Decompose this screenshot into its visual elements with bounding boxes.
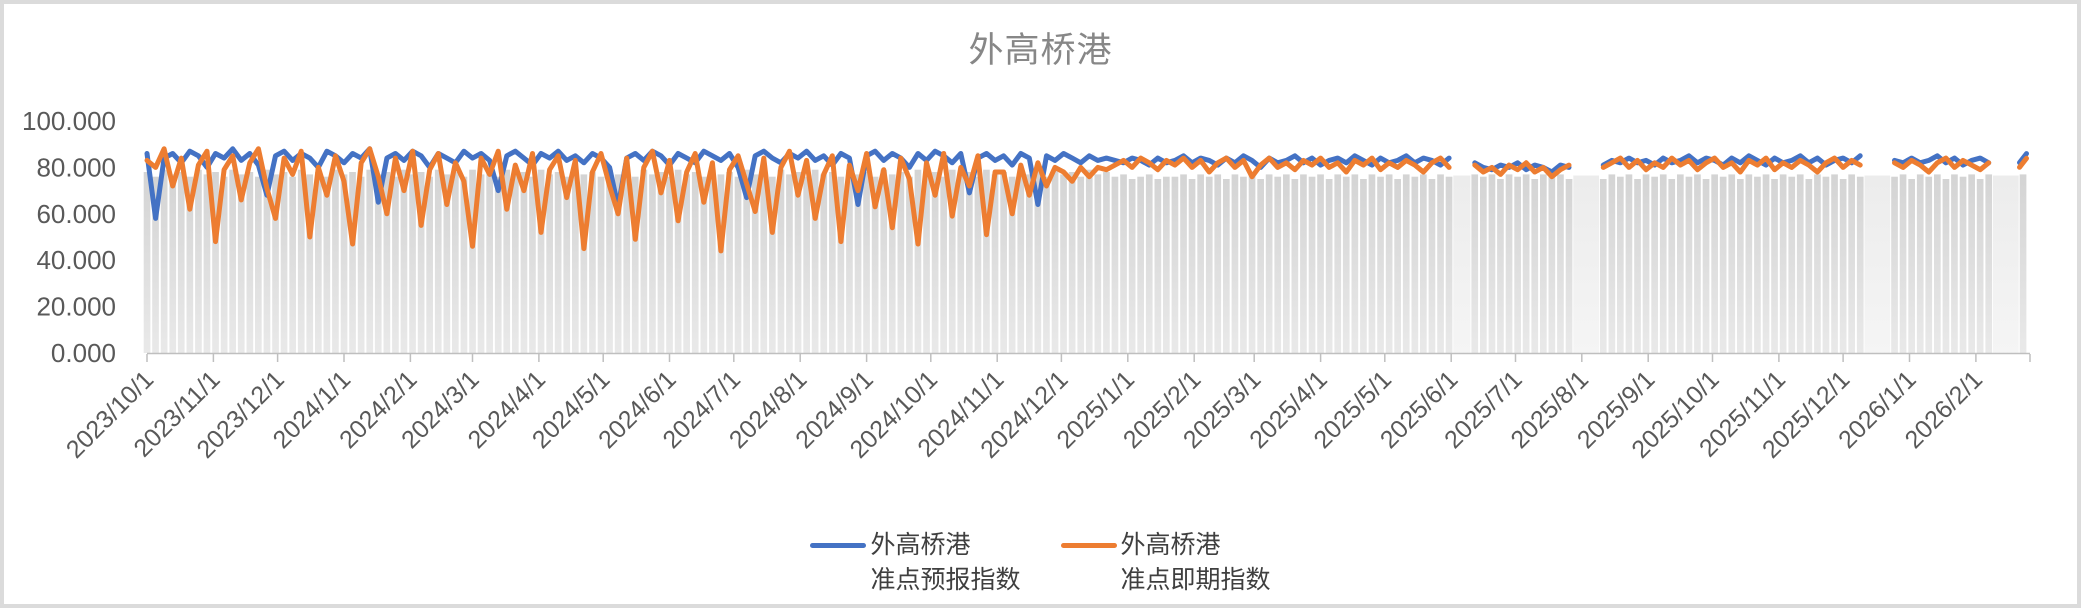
svg-text:80.000: 80.000 xyxy=(36,152,116,182)
legend-forecast-line1: 外高桥港 xyxy=(870,531,971,559)
legend-line-spot-swatch xyxy=(1060,543,1117,548)
legend-label-spot: 外高桥港 准点即期指数 xyxy=(1121,528,1271,598)
series-line-spot[interactable] xyxy=(144,146,2029,254)
x-axis xyxy=(146,352,2031,362)
legend-spot-line1: 外高桥港 xyxy=(1120,531,1221,559)
svg-text:60.000: 60.000 xyxy=(36,199,116,229)
legend-forecast-line2: 准点预报指数 xyxy=(870,566,1021,594)
legend-line-forecast-swatch xyxy=(810,543,867,548)
legend-item-forecast[interactable]: 外高桥港 准点预报指数 xyxy=(810,528,1021,598)
svg-text:20.000: 20.000 xyxy=(36,292,116,322)
background-bars xyxy=(143,169,2027,353)
legend-label-forecast: 外高桥港 准点预报指数 xyxy=(870,528,1020,598)
legend-spot-line2: 准点即期指数 xyxy=(1120,566,1271,594)
svg-text:100.000: 100.000 xyxy=(22,106,116,136)
svg-text:0.000: 0.000 xyxy=(51,338,116,368)
y-axis-labels: 0.000 20.000 40.000 60.000 80.000 100.000 xyxy=(22,106,116,368)
chart-title: 外高桥港 xyxy=(968,31,1113,70)
legend: 外高桥港 准点预报指数 外高桥港 准点即期指数 xyxy=(0,528,2081,598)
svg-text:40.000: 40.000 xyxy=(36,245,116,275)
legend-item-spot[interactable]: 外高桥港 准点即期指数 xyxy=(1060,528,1271,598)
x-axis-labels: 2023/10/12023/11/12023/12/12024/1/12024/… xyxy=(61,365,1988,463)
